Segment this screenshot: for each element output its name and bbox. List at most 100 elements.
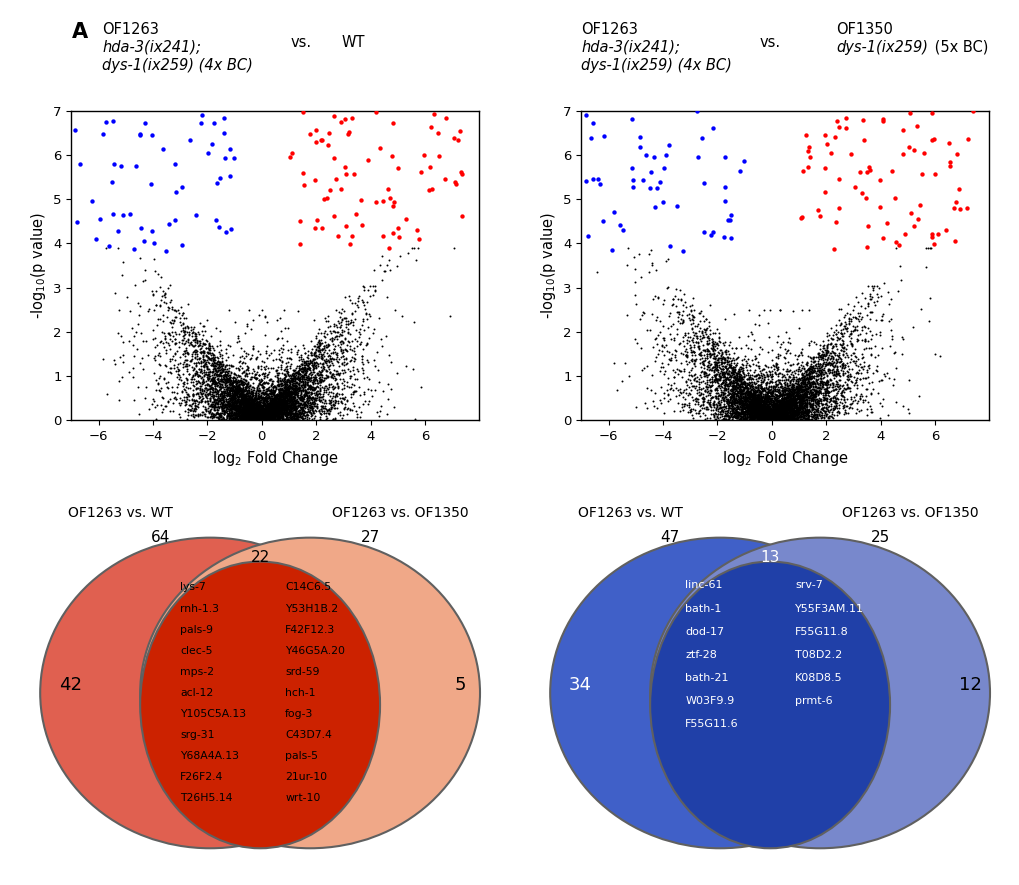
Point	[767, 399, 784, 413]
Point	[741, 387, 757, 401]
Point	[282, 408, 299, 422]
Point	[744, 398, 760, 412]
Point	[251, 406, 267, 420]
Point	[269, 401, 285, 415]
Point	[752, 392, 768, 406]
Point	[292, 396, 309, 410]
Point	[773, 391, 790, 405]
Point	[274, 388, 290, 402]
Point	[254, 400, 270, 414]
Point	[415, 148, 431, 162]
Point	[312, 411, 328, 425]
Point	[812, 359, 828, 373]
Point	[723, 398, 740, 412]
Point	[747, 404, 763, 419]
Point	[259, 394, 275, 408]
Point	[753, 391, 769, 405]
Point	[728, 373, 744, 387]
Point	[322, 369, 338, 383]
Point	[735, 361, 751, 375]
Point	[189, 394, 205, 408]
Point	[180, 347, 197, 361]
Point	[804, 369, 820, 383]
Point	[259, 391, 275, 405]
Point	[769, 404, 786, 419]
Point	[750, 405, 766, 419]
Point	[760, 407, 776, 421]
Point	[735, 393, 751, 407]
Point	[835, 343, 851, 358]
Point	[191, 362, 207, 376]
Point	[267, 403, 283, 417]
Point	[767, 357, 784, 371]
Point	[767, 404, 784, 419]
Point	[716, 361, 733, 375]
Point	[216, 367, 232, 381]
Point	[231, 382, 248, 396]
Point	[219, 389, 235, 403]
Point	[797, 396, 813, 411]
Point	[765, 404, 782, 418]
Point	[799, 411, 815, 425]
Point	[777, 394, 794, 408]
Point	[780, 402, 796, 416]
Point	[289, 370, 306, 384]
Point	[225, 373, 242, 388]
Text: 13: 13	[760, 550, 779, 565]
Point	[740, 412, 756, 426]
Point	[711, 369, 728, 383]
Point	[725, 395, 741, 409]
Point	[299, 370, 315, 384]
Point	[787, 412, 803, 426]
Point	[266, 400, 282, 414]
Point	[277, 387, 293, 401]
Point	[788, 372, 804, 386]
Point	[797, 389, 813, 403]
Point	[264, 381, 280, 395]
Point	[810, 381, 826, 396]
Point	[201, 356, 217, 370]
Point	[805, 350, 821, 364]
Point	[758, 398, 774, 412]
Point	[235, 405, 252, 419]
Point	[774, 391, 791, 405]
Point	[286, 380, 303, 394]
Point	[289, 409, 306, 423]
Point	[697, 366, 713, 380]
Point	[566, 151, 582, 165]
Point	[757, 405, 773, 419]
Point	[257, 410, 273, 424]
Point	[288, 410, 305, 424]
Point	[723, 397, 740, 412]
Point	[794, 373, 810, 388]
Point	[209, 389, 225, 403]
Point	[807, 403, 823, 417]
Point	[250, 403, 266, 417]
Point	[705, 349, 721, 363]
Point	[748, 407, 764, 421]
Point	[234, 400, 251, 414]
Point	[281, 408, 298, 422]
Point	[727, 362, 743, 376]
Point	[757, 406, 773, 420]
Point	[732, 387, 748, 401]
Point	[771, 396, 788, 410]
Text: WT: WT	[341, 35, 365, 50]
Point	[193, 407, 209, 421]
Point	[732, 409, 748, 423]
Point	[338, 338, 355, 352]
Point	[705, 359, 721, 373]
Point	[290, 376, 307, 390]
Point	[249, 404, 265, 418]
Point	[263, 402, 279, 416]
Point	[771, 403, 788, 417]
Point	[305, 396, 321, 411]
Point	[784, 405, 800, 419]
Point	[733, 361, 749, 375]
Point	[684, 297, 700, 312]
Point	[276, 385, 292, 399]
Point	[281, 389, 298, 403]
Point	[305, 352, 321, 366]
Point	[776, 403, 793, 417]
Point	[783, 398, 799, 412]
